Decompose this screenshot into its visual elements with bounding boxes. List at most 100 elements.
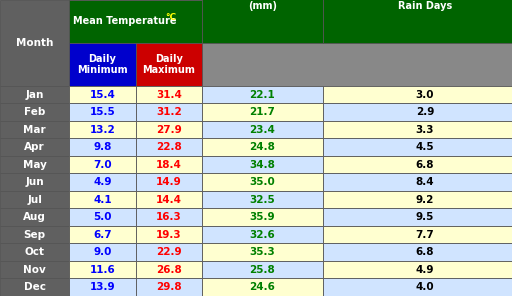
Text: 15.5: 15.5: [90, 107, 115, 117]
Text: °C: °C: [165, 13, 176, 22]
Text: Jan: Jan: [26, 90, 44, 99]
Bar: [202, 103, 323, 121]
Bar: [136, 86, 202, 103]
Bar: [136, 156, 202, 173]
Bar: [69, 208, 136, 226]
Text: 11.6: 11.6: [90, 265, 115, 275]
Bar: [136, 103, 202, 121]
Text: 4.9: 4.9: [416, 265, 434, 275]
Text: 19.3: 19.3: [156, 230, 182, 240]
Bar: [323, 226, 512, 243]
Text: 9.2: 9.2: [416, 195, 434, 205]
Bar: [0, 0, 69, 86]
Bar: [136, 243, 202, 261]
Text: 3.3: 3.3: [416, 125, 434, 135]
Text: 14.9: 14.9: [156, 177, 182, 187]
Text: Daily
Maximum: Daily Maximum: [142, 54, 196, 75]
Text: 18.4: 18.4: [156, 160, 182, 170]
Text: 24.6: 24.6: [249, 282, 275, 292]
Bar: [202, 191, 323, 208]
Bar: [69, 139, 136, 156]
Bar: [0, 243, 69, 261]
Bar: [69, 191, 136, 208]
Text: Mean Number of
Rain Days: Mean Number of Rain Days: [379, 0, 471, 11]
Text: 3.0: 3.0: [416, 90, 434, 99]
Text: Mean Temperature: Mean Temperature: [73, 17, 180, 26]
Bar: [0, 279, 69, 296]
Text: 2.9: 2.9: [416, 107, 434, 117]
Text: 21.7: 21.7: [249, 107, 275, 117]
Bar: [136, 191, 202, 208]
Bar: [136, 261, 202, 279]
Text: 13.9: 13.9: [90, 282, 115, 292]
Text: 29.8: 29.8: [156, 282, 182, 292]
Bar: [202, 121, 323, 139]
Bar: [0, 226, 69, 243]
Text: 22.1: 22.1: [249, 90, 275, 99]
Text: 26.8: 26.8: [156, 265, 182, 275]
Text: 4.0: 4.0: [416, 282, 434, 292]
Bar: [0, 156, 69, 173]
Bar: [136, 279, 202, 296]
Text: Aug: Aug: [23, 212, 46, 222]
Text: Month: Month: [16, 38, 53, 48]
Text: Mean Total Rainfall
(mm): Mean Total Rainfall (mm): [209, 0, 315, 11]
Text: 15.4: 15.4: [90, 90, 115, 99]
Bar: [0, 103, 69, 121]
Text: Apr: Apr: [24, 142, 45, 152]
Bar: [0, 121, 69, 139]
Bar: [202, 243, 323, 261]
Text: Nov: Nov: [23, 265, 46, 275]
Bar: [323, 156, 512, 173]
Text: 35.0: 35.0: [249, 177, 275, 187]
Bar: [136, 121, 202, 139]
Text: 6.7: 6.7: [93, 230, 112, 240]
Bar: [0, 191, 69, 208]
Text: Feb: Feb: [24, 107, 45, 117]
Bar: [202, 208, 323, 226]
Bar: [202, 173, 323, 191]
Bar: [323, 243, 512, 261]
Text: 9.0: 9.0: [93, 247, 112, 257]
Bar: [69, 0, 202, 43]
Bar: [323, 86, 512, 103]
Text: 4.5: 4.5: [416, 142, 434, 152]
Text: 27.9: 27.9: [156, 125, 182, 135]
Bar: [323, 139, 512, 156]
Bar: [0, 208, 69, 226]
Text: Jul: Jul: [27, 195, 42, 205]
Text: 7.7: 7.7: [416, 230, 434, 240]
Bar: [0, 261, 69, 279]
Bar: [202, 261, 323, 279]
Text: 22.8: 22.8: [156, 142, 182, 152]
Bar: [323, 103, 512, 121]
Text: 9.5: 9.5: [416, 212, 434, 222]
Text: Sep: Sep: [24, 230, 46, 240]
Bar: [202, 139, 323, 156]
Bar: [202, 86, 323, 103]
Bar: [69, 243, 136, 261]
Bar: [202, 0, 323, 43]
Bar: [136, 139, 202, 156]
Bar: [0, 173, 69, 191]
Bar: [136, 43, 202, 86]
Bar: [323, 121, 512, 139]
Text: 34.8: 34.8: [249, 160, 275, 170]
Bar: [69, 279, 136, 296]
Bar: [69, 156, 136, 173]
Bar: [69, 261, 136, 279]
Text: 13.2: 13.2: [90, 125, 115, 135]
Bar: [69, 86, 136, 103]
Text: 14.4: 14.4: [156, 195, 182, 205]
Bar: [0, 86, 69, 103]
Bar: [323, 173, 512, 191]
Bar: [202, 279, 323, 296]
Text: 16.3: 16.3: [156, 212, 182, 222]
Text: 6.8: 6.8: [416, 247, 434, 257]
Text: 35.3: 35.3: [249, 247, 275, 257]
Bar: [136, 208, 202, 226]
Text: 31.2: 31.2: [156, 107, 182, 117]
Bar: [69, 121, 136, 139]
Text: Dec: Dec: [24, 282, 46, 292]
Text: 8.4: 8.4: [416, 177, 434, 187]
